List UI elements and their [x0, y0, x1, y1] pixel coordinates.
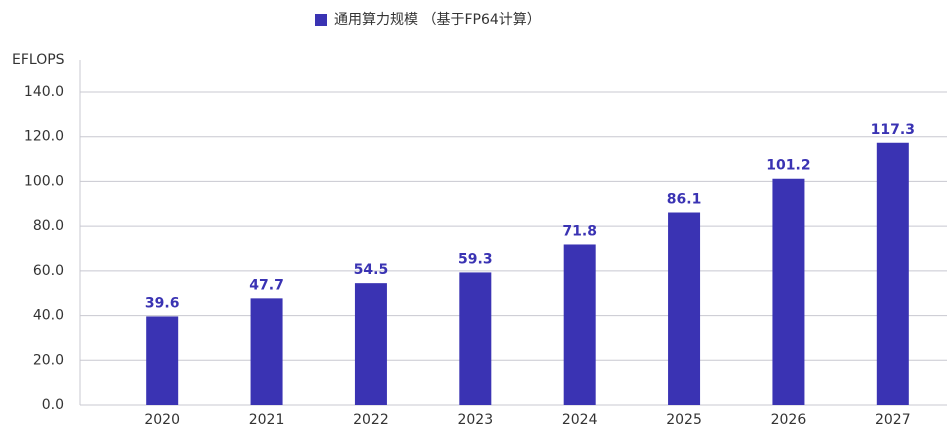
y-tick-label: 80.0 [33, 218, 64, 234]
bar [772, 178, 805, 405]
x-tick-label: 2022 [353, 412, 389, 428]
data-label: 59.3 [458, 251, 493, 267]
data-label: 71.8 [562, 223, 597, 239]
data-label: 39.6 [145, 295, 180, 311]
y-tick-label: 0.0 [42, 397, 64, 413]
bar [354, 283, 387, 405]
legend-swatch [315, 14, 327, 26]
bar [668, 212, 701, 405]
data-label: 117.3 [871, 122, 915, 138]
bar [146, 316, 179, 405]
data-label: 54.5 [354, 262, 389, 278]
y-tick-label: 100.0 [24, 173, 64, 189]
data-label: 101.2 [766, 158, 810, 174]
y-tick-label: 60.0 [33, 263, 64, 279]
bar [563, 244, 596, 405]
x-tick-label: 2024 [562, 412, 598, 428]
y-tick-label: 120.0 [24, 129, 64, 145]
bar [459, 272, 492, 405]
y-axis-label: EFLOPS [12, 52, 65, 68]
x-tick-label: 2026 [771, 412, 807, 428]
x-tick-label: 2023 [457, 412, 493, 428]
y-tick-label: 40.0 [33, 308, 64, 324]
y-tick-label: 140.0 [24, 84, 64, 100]
y-tick-label: 20.0 [33, 352, 64, 368]
x-tick-label: 2025 [666, 412, 702, 428]
legend-label: 通用算力规模 （基于FP64计算） [334, 11, 541, 28]
x-tick-label: 2020 [144, 412, 180, 428]
x-tick-label: 2021 [249, 412, 285, 428]
x-tick-label: 2027 [875, 412, 911, 428]
bar [876, 142, 909, 405]
bar [250, 298, 283, 405]
data-label: 86.1 [667, 192, 702, 208]
data-label: 47.7 [249, 277, 284, 293]
